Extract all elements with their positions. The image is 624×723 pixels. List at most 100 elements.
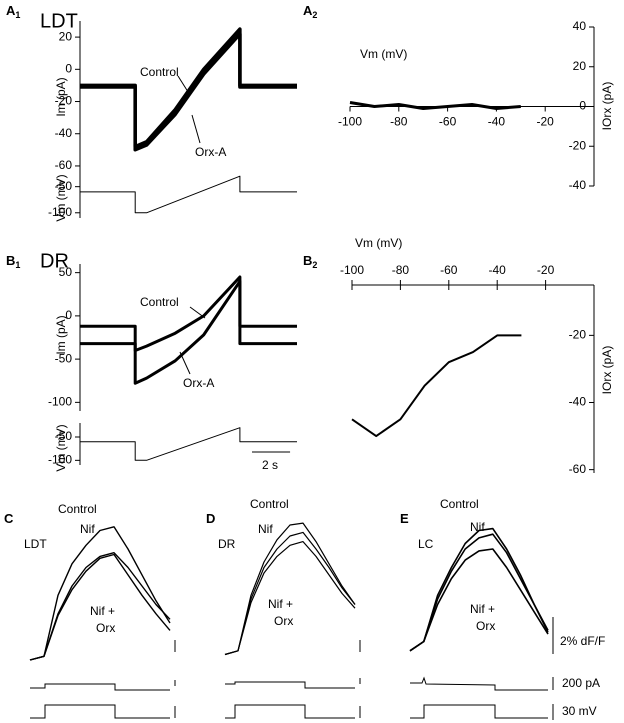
series-label: Control [140,295,179,309]
y-axis-label: Im (pA) [54,315,68,354]
series-label-line: Nif + [470,602,495,616]
voltage-step [225,704,355,719]
series-label: Control [140,65,179,79]
series-label: Nif + Orx [470,602,495,633]
y-tick-label: -50 [55,429,73,443]
y-tick-label: -40 [55,126,73,140]
series-label: Control [250,497,289,511]
y-tick-label: -100 [48,395,72,409]
x-tick-label: -100 [340,263,364,277]
x-tick-label: -60 [440,263,458,277]
scale-bar-label: 200 pA [562,676,600,690]
y-tick-label: 50 [59,265,73,279]
y-tick-label: -60 [55,158,73,172]
trace [80,275,297,352]
trace [80,32,297,152]
series-label: Nif [258,522,273,536]
panel: Control Nif Nif + Orx E LC 2% dF/F 200 pA 30 mV [400,497,605,718]
y-tick-label: -40 [569,395,587,409]
y-axis-label: Im (pA) [54,77,68,116]
pointer [179,351,191,375]
x-axis-label: Vm (mV) [360,47,407,61]
y-axis-label: Vm (mV) [54,424,68,471]
x-tick-label: -100 [338,115,362,129]
stimulus-protocols [30,640,554,720]
y-axis-label: Vm (mV) [54,174,68,221]
pointer [189,306,206,319]
x-tick-label: -80 [392,263,410,277]
panel: -60 -40 -20 0 20 Control Orx-A A1 LDT Im (pA) [6,3,297,174]
panel-title: LDT [24,537,47,551]
trace [224,531,356,656]
y-tick-label: -20 [569,328,587,342]
panel-letter-sub: 2 [312,260,317,270]
trace [351,334,522,438]
panel: Control Nif Nif + Orx C LDT [4,502,171,661]
y-tick-label: -100 [48,453,72,467]
series-label: Nif + Orx [90,604,115,635]
y-tick-label: -50 [55,179,73,193]
pointer [191,114,201,144]
y-axis-label: IOrx (pA) [600,82,614,131]
panel-letter: A2 [303,3,317,20]
series-label: Nif + Orx [268,597,293,628]
panel-title: DR [40,250,69,272]
panel: Control Nif Nif + Orx DDR [206,497,356,656]
scale-bar-label: 2% dF/F [560,634,605,648]
current-trace [410,676,548,691]
y-axis-label: IOrx (pA) [600,346,614,395]
trace [409,548,549,652]
series-label-line: Orx [96,621,115,635]
y-tick-label: 20 [573,59,587,73]
series-label-line: Orx [274,614,293,628]
trace [80,427,297,461]
x-tick-label: -20 [537,115,555,129]
series-label-line: Nif + [268,597,293,611]
x-tick-label: -40 [489,263,507,277]
panel: -60 -40 -20 -100 -80 -60 -40 -20 B2 IOrx (pA) Vm (… [303,236,614,476]
panel-letter-main: D [206,511,215,526]
scale-bar-label: 2 s [262,458,278,472]
y-tick-label: -20 [569,138,587,152]
y-tick-label: -100 [48,205,72,219]
panel-letter-main: A [303,3,313,18]
y-tick-label: 0 [65,308,72,322]
panel: -40 -20 0 20 40 -100 -80 -60 -40 -20 A2 IOrx (pA) Vm… [303,3,614,192]
y-tick-label: 20 [59,29,73,43]
panel: -100 -50 0 50 Control Orx-A B1 DR Im (pA) [6,250,297,411]
panel-title: LC [418,537,434,551]
current-trace [30,683,170,691]
voltage-step [30,704,170,719]
y-tick-label: 0 [579,99,586,113]
panel-letter: A1 [6,3,20,20]
series-label: Orx-A [183,376,214,390]
panel-letter-main: B [303,253,312,268]
trace [349,101,521,110]
x-tick-label: -80 [390,115,408,129]
series-label-line: Orx [476,619,495,633]
panel-letter-main: A [6,3,16,18]
panel-letter: E [400,511,409,526]
series-label: Nif [80,522,95,536]
x-tick-label: -60 [439,115,457,129]
y-tick-label: -40 [569,178,587,192]
current-trace [225,681,355,689]
series-label: Control [58,502,97,516]
voltage-step [410,704,548,719]
trace [224,522,356,656]
y-tick-label: 40 [573,19,587,33]
y-tick-label: -50 [55,351,73,365]
trace [29,526,171,661]
panel-letter-main: E [400,511,409,526]
panel-letter: B1 [6,253,20,270]
series-label: Orx-A [195,145,226,159]
series-label: Nif [470,520,485,534]
series-label-line: Nif + [90,604,115,618]
panel-letter-sub: 2 [312,10,317,20]
panel-letter: D [206,511,215,526]
trace [29,553,171,661]
panel-letter-main: C [4,511,14,526]
panel-letter-sub: 1 [15,10,20,20]
